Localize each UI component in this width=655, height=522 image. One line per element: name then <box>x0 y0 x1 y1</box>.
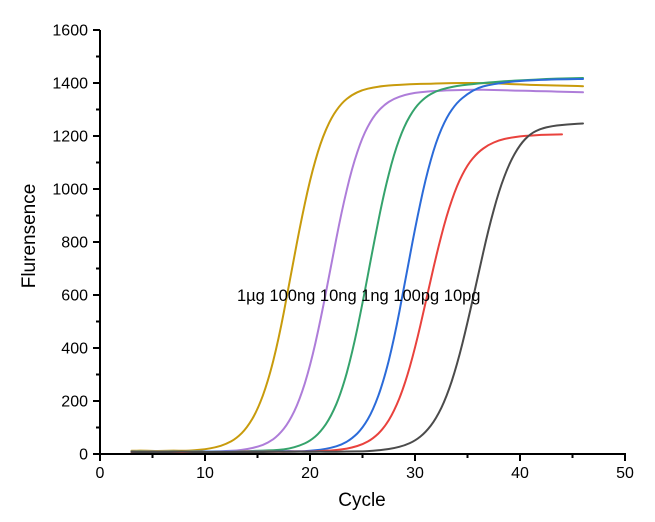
x-tick-label: 50 <box>616 465 634 482</box>
y-tick-label: 400 <box>61 341 88 358</box>
y-tick-label: 600 <box>61 288 88 305</box>
series-curve-1 <box>130 88 584 453</box>
y-tick-label: 800 <box>61 235 88 252</box>
series-curve-2 <box>130 77 584 454</box>
x-tick-label: 30 <box>406 465 424 482</box>
y-axis-title: Flurensence <box>19 184 40 289</box>
series-curves-group <box>130 77 584 454</box>
series-curve-0 <box>130 82 584 453</box>
y-tick-label: 1200 <box>52 129 88 146</box>
x-axis-title: Cycle <box>338 490 386 511</box>
series-curve-5 <box>130 122 584 454</box>
y-tick-label: 1000 <box>52 182 88 199</box>
axes-group: 0 200 400 600 800 1000 1200 1400 1600 0 10 20 30 40 50 <box>52 23 634 482</box>
y-tick-label: 200 <box>61 394 88 411</box>
series-curve-3 <box>130 78 584 453</box>
x-tick-label: 20 <box>301 465 319 482</box>
y-tick-label: 1600 <box>52 23 88 40</box>
x-tick-label: 10 <box>196 465 214 482</box>
series-concentration-annotation: 1µg 100ng 10ng 1ng 100pg 10pg <box>237 287 481 305</box>
y-tick-label: 1400 <box>52 76 88 93</box>
x-tick-label: 40 <box>511 465 529 482</box>
y-tick-label: 0 <box>79 447 88 464</box>
x-tick-label: 0 <box>96 465 105 482</box>
